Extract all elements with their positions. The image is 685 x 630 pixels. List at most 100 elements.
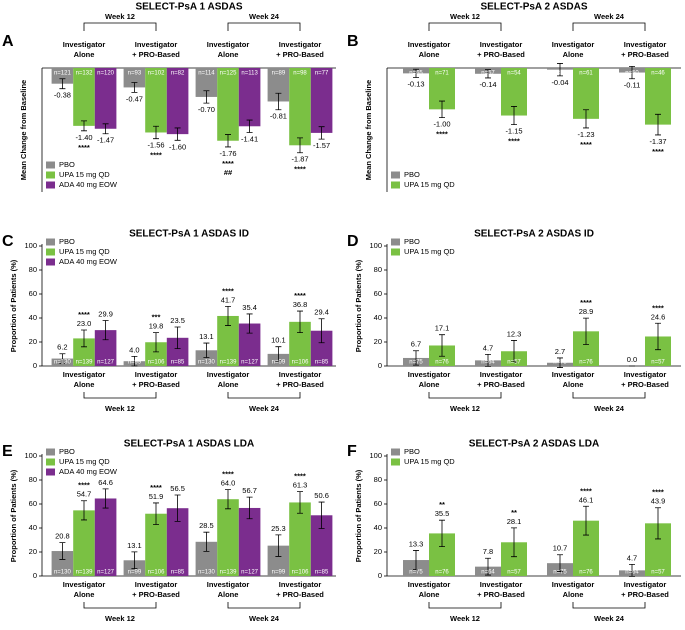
n-label: n=54	[507, 71, 521, 77]
legend-label: ADA 40 mg EOW	[59, 467, 118, 476]
value-label: 35.5	[435, 509, 450, 518]
error-bar	[203, 342, 210, 358]
y-tick-label: 20	[29, 547, 37, 556]
category-label: Alone	[419, 590, 440, 599]
week-label: Week 24	[594, 404, 625, 413]
error-bar	[275, 346, 282, 362]
value-label: 13.1	[127, 541, 142, 550]
week-bracket	[572, 392, 646, 399]
y-axis-label: Proportion of Patients (%)	[9, 469, 18, 562]
bar	[217, 68, 239, 141]
error-bar	[511, 340, 517, 363]
y-tick-label: 100	[369, 451, 382, 460]
category-label: Alone	[74, 590, 95, 599]
legend-swatch	[391, 458, 400, 466]
value-label: 28.1	[507, 517, 522, 526]
category-label: Investigator	[480, 40, 523, 49]
value-label: -1.87	[291, 155, 308, 164]
significance: ****	[78, 310, 90, 319]
legend-swatch	[46, 468, 55, 476]
legend-swatch	[46, 171, 55, 179]
value-label: 43.9	[651, 497, 666, 506]
error-bar	[275, 92, 282, 111]
error-bar	[297, 491, 303, 514]
category-label: Investigator	[207, 370, 250, 379]
n-label: n=46	[651, 71, 665, 77]
legend-label: UPA 15 mg QD	[404, 180, 455, 189]
n-label: n=127	[97, 360, 115, 366]
category-label: Investigator	[279, 40, 322, 49]
value-label: 10.7	[553, 544, 568, 553]
category-label: Investigator	[63, 580, 106, 589]
panel-letter: E	[2, 443, 13, 460]
week-bracket	[227, 392, 301, 399]
value-label: 56.5	[170, 484, 185, 493]
category-label: Investigator	[135, 370, 178, 379]
bar	[238, 323, 261, 366]
legend-label: PBO	[404, 170, 420, 179]
category-label: Alone	[563, 50, 584, 59]
category-label: Investigator	[552, 370, 595, 379]
bar	[145, 513, 167, 576]
error-bar	[557, 357, 563, 368]
value-label: 12.3	[507, 329, 522, 338]
value-label: 4.7	[483, 343, 493, 352]
value-label: -0.70	[198, 105, 215, 114]
n-label: n=89	[272, 71, 286, 77]
value-label: 6.2	[57, 343, 67, 352]
error-bar	[318, 126, 325, 140]
legend-swatch	[46, 238, 55, 246]
n-label: n=102	[148, 71, 166, 77]
bar	[195, 350, 218, 366]
category-label: Alone	[419, 380, 440, 389]
bar	[310, 68, 333, 133]
value-label: 54.7	[77, 490, 92, 499]
category-label: Investigator	[624, 370, 667, 379]
category-label: Investigator	[63, 370, 106, 379]
legend-label: UPA 15 mg QD	[59, 457, 110, 466]
chart-title: SELECT-PsA 1 ASDAS LDA	[124, 439, 254, 450]
week-bracket	[83, 602, 157, 609]
error-bar	[131, 82, 138, 93]
significance: ****	[294, 291, 306, 300]
bar	[289, 502, 311, 576]
n-label: n=71	[435, 71, 449, 77]
category-label: + PRO-Based	[276, 590, 324, 599]
value-label: 25.3	[271, 524, 286, 533]
n-label: n=64	[481, 570, 495, 576]
value-label: -0.47	[126, 94, 143, 103]
value-label: -1.15	[505, 127, 522, 136]
value-label: 4.0	[129, 345, 139, 354]
category-label: Investigator	[480, 370, 523, 379]
significance: ****	[78, 143, 90, 152]
n-label: n=99	[272, 360, 286, 366]
error-bar	[439, 100, 445, 118]
significance: **	[439, 500, 445, 509]
error-bar	[485, 69, 491, 79]
value-label: -1.56	[147, 141, 164, 150]
category-label: + PRO-Based	[276, 50, 324, 59]
y-tick-label: 100	[24, 241, 37, 250]
n-label: n=99	[272, 570, 286, 576]
error-bar	[102, 320, 109, 341]
error-bar	[485, 353, 491, 367]
bar	[51, 68, 74, 84]
week-bracket	[428, 602, 502, 609]
y-tick-label: 60	[374, 499, 382, 508]
error-bar	[59, 542, 66, 560]
category-label: Alone	[563, 380, 584, 389]
legend-swatch	[391, 238, 400, 246]
value-label: 51.9	[149, 492, 164, 501]
value-label: 4.7	[627, 553, 637, 562]
significance: ****	[652, 147, 664, 156]
panel-letter: C	[2, 233, 14, 250]
n-label: n=58	[553, 71, 567, 77]
week-label: Week 24	[249, 614, 280, 623]
y-tick-label: 80	[374, 265, 382, 274]
category-label: Investigator	[408, 40, 451, 49]
error-bar	[246, 119, 253, 133]
value-label: 41.7	[221, 295, 236, 304]
week-bracket	[83, 392, 157, 399]
week-bracket	[572, 602, 646, 609]
n-label: n=139	[76, 570, 94, 576]
